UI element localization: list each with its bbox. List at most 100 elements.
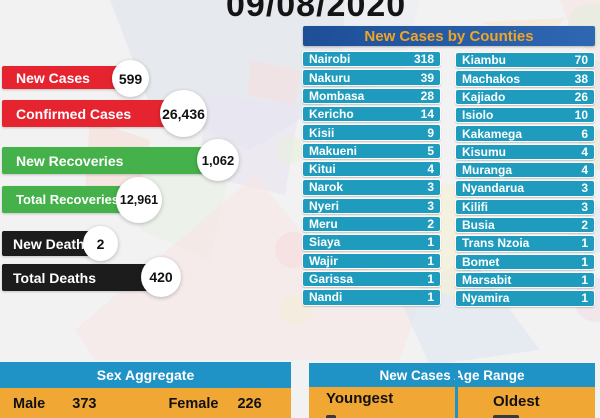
stat-label: Confirmed Cases [16, 105, 132, 122]
county-name: Mombasa [309, 88, 365, 103]
county-name: Muranga [462, 163, 513, 178]
stat-bar-total-deaths: Total Deaths [2, 264, 154, 291]
county-value: 3 [427, 198, 434, 213]
county-row: Isiolo 10 [455, 106, 595, 124]
county-name: Siaya [309, 235, 341, 250]
county-row: Kajiado 26 [455, 88, 595, 106]
county-name: Garissa [309, 272, 354, 287]
county-name: Nyeri [309, 198, 340, 213]
sex-aggregate-body: Male 373 Female 226 [0, 388, 291, 418]
county-name: Isiolo [462, 108, 494, 123]
county-name: Nairobi [309, 52, 351, 67]
county-value: 9 [427, 125, 434, 140]
county-row: Kilifi 3 [455, 198, 595, 216]
county-value: 3 [581, 181, 588, 196]
county-value: 4 [581, 144, 588, 159]
county-value: 26 [574, 89, 588, 104]
county-value: 28 [420, 88, 434, 103]
county-name: Nyamira [462, 291, 510, 306]
county-name: Kajiado [462, 89, 506, 104]
county-name: Kericho [309, 107, 354, 122]
age-table-divider [455, 363, 458, 418]
county-name: Kisumu [462, 144, 507, 159]
county-name: Nakuru [309, 70, 351, 85]
county-row: Trans Nzoia 1 [455, 235, 595, 252]
report-date: 09/08/2020 [226, 0, 407, 24]
county-value: 6 [581, 126, 588, 141]
stat-value: 26,436 [162, 105, 205, 122]
county-name: Makueni [309, 143, 358, 158]
stat-label: Total Recoveries [16, 192, 120, 207]
stat-value: 599 [118, 70, 143, 87]
county-row: Kakamega 6 [455, 125, 595, 142]
county-name: Wajir [309, 253, 338, 268]
stat-value-new-deaths: 2 [83, 226, 118, 261]
county-row: Kitui 4 [302, 160, 441, 178]
county-row: Nandi 1 [302, 289, 441, 306]
sex-aggregate-table: Sex Aggregate Male 373 Female 226 [0, 362, 291, 418]
county-value: 5 [427, 143, 434, 158]
county-value: 1 [581, 236, 588, 251]
county-row: Nairobi 318 [302, 51, 441, 68]
county-name: Machakos [462, 71, 521, 86]
county-name: Trans Nzoia [462, 236, 530, 251]
county-value: 2 [581, 218, 588, 233]
stat-value-total-recoveries: 12,961 [116, 177, 162, 223]
county-value: 1 [581, 291, 588, 306]
county-value: 4 [581, 163, 588, 178]
county-value: 4 [427, 162, 434, 177]
county-row: Garissa 1 [302, 270, 441, 288]
stat-label: Total Deaths [13, 269, 96, 286]
county-name: Kitui [309, 162, 336, 177]
age-range-header: New Cases Age Range [309, 363, 595, 387]
county-value: 38 [574, 71, 588, 86]
county-value: 1 [427, 290, 434, 305]
county-row: Marsabit 1 [455, 271, 595, 289]
county-value: 10 [574, 108, 588, 123]
county-value: 2 [427, 217, 434, 232]
county-name: Nyandarua [462, 181, 525, 196]
stat-value-confirmed-cases: 26,436 [160, 90, 207, 137]
stat-label: New Cases [16, 69, 90, 86]
female-label: Female [168, 395, 219, 412]
county-row: Nyandarua 3 [455, 180, 595, 197]
oldest-label: Oldest [493, 393, 540, 410]
stat-bar-new-cases: New Cases [2, 66, 142, 89]
county-row: Kisii 9 [302, 124, 441, 141]
youngest-value-cropped [326, 415, 336, 418]
age-range-table: New Cases Age Range Youngest Oldest [309, 363, 595, 418]
county-name: Nandi [309, 290, 343, 305]
stat-bar-new-deaths: New Deaths [2, 231, 96, 256]
stat-bar-new-recoveries: New Recoveries [2, 147, 209, 174]
county-name: Busia [462, 218, 495, 233]
oldest-value-cropped [493, 415, 519, 418]
county-column-right: Kiambu 70 Machakos 38 Kajiado 26 Isiolo 10 K… [455, 52, 595, 309]
county-row: Kericho 14 [302, 105, 441, 123]
stat-value-new-recoveries: 1,062 [197, 139, 239, 181]
county-row: Muranga 4 [455, 161, 595, 179]
county-row: Machakos 38 [455, 70, 595, 87]
county-name: Marsabit [462, 273, 512, 288]
county-value: 1 [427, 272, 434, 287]
stat-bar-total-recoveries: Total Recoveries [2, 186, 121, 213]
county-row: Nyeri 3 [302, 197, 441, 215]
county-value: 3 [581, 199, 588, 214]
counties-panel-title: New Cases by Counties [303, 26, 595, 46]
county-row: Narok 3 [302, 179, 441, 196]
stat-value-new-cases: 599 [112, 60, 149, 97]
county-row: Bomet 1 [455, 253, 595, 270]
youngest-label: Youngest [326, 390, 394, 407]
county-name: Narok [309, 180, 344, 195]
county-row: Wajir 1 [302, 252, 441, 269]
sex-aggregate-header: Sex Aggregate [0, 362, 291, 388]
county-name: Bomet [462, 254, 500, 269]
male-label: Male [13, 395, 46, 412]
county-row: Mombasa 28 [302, 87, 441, 105]
stat-value: 420 [149, 269, 173, 285]
county-column-left: Nairobi 318 Nakuru 39 Mombasa 28 Kericho 14 … [302, 51, 441, 308]
county-row: Makueni 5 [302, 142, 441, 160]
stat-value: 1,062 [201, 152, 235, 168]
stat-bar-confirmed-cases: Confirmed Cases [2, 100, 172, 127]
age-range-body: Youngest Oldest [309, 363, 595, 418]
